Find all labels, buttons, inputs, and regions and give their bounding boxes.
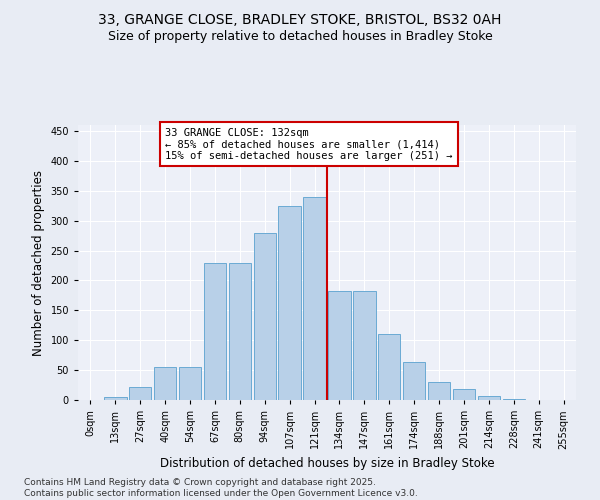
Bar: [104, 397, 127, 400]
Text: Contains HM Land Registry data © Crown copyright and database right 2025.
Contai: Contains HM Land Registry data © Crown c…: [24, 478, 418, 498]
Bar: [503, 399, 525, 400]
Bar: [453, 389, 475, 400]
Bar: [328, 291, 350, 400]
Bar: [428, 382, 450, 400]
Bar: [229, 262, 251, 400]
Bar: [353, 291, 376, 400]
Bar: [129, 387, 151, 400]
Text: Size of property relative to detached houses in Bradley Stoke: Size of property relative to detached ho…: [107, 30, 493, 43]
Y-axis label: Number of detached properties: Number of detached properties: [32, 170, 45, 356]
Bar: [403, 362, 425, 400]
X-axis label: Distribution of detached houses by size in Bradley Stoke: Distribution of detached houses by size …: [160, 457, 494, 470]
Bar: [254, 232, 276, 400]
Bar: [378, 334, 400, 400]
Bar: [204, 262, 226, 400]
Bar: [179, 367, 201, 400]
Bar: [278, 206, 301, 400]
Bar: [304, 196, 326, 400]
Text: 33 GRANGE CLOSE: 132sqm
← 85% of detached houses are smaller (1,414)
15% of semi: 33 GRANGE CLOSE: 132sqm ← 85% of detache…: [165, 128, 452, 161]
Bar: [478, 396, 500, 400]
Text: 33, GRANGE CLOSE, BRADLEY STOKE, BRISTOL, BS32 0AH: 33, GRANGE CLOSE, BRADLEY STOKE, BRISTOL…: [98, 12, 502, 26]
Bar: [154, 367, 176, 400]
